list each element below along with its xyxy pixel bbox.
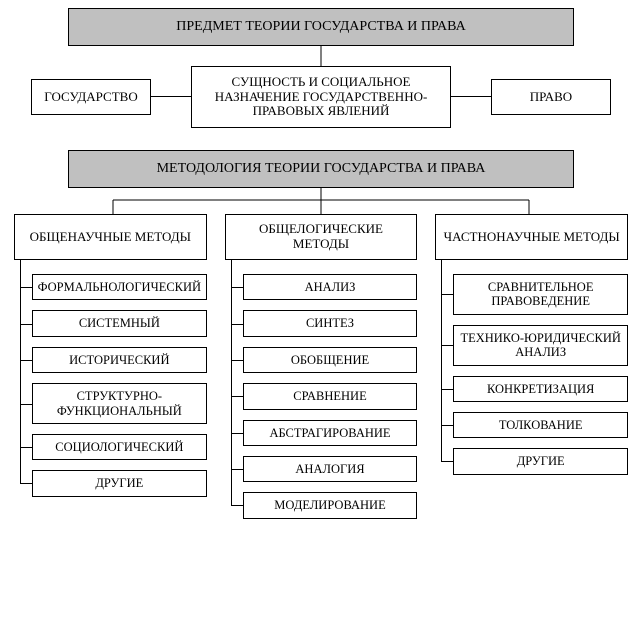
list-item: АБСТРАГИРОВАНИЕ bbox=[243, 420, 418, 446]
method-box: АБСТРАГИРОВАНИЕ bbox=[243, 420, 418, 446]
section-subject: ПРЕДМЕТ ТЕОРИИ ГОСУДАРСТВА И ПРАВА ГОСУД… bbox=[8, 8, 634, 128]
methodology-columns: ОБЩЕНАУЧНЫЕ МЕТОДЫ ФОРМАЛЬНОЛОГИЧЕСКИЙ С… bbox=[8, 214, 634, 529]
connector-h-right bbox=[451, 96, 491, 98]
list-item: АНАЛИЗ bbox=[243, 274, 418, 300]
subject-right-box: ПРАВО bbox=[491, 79, 611, 115]
method-box: ИСТОРИЧЕСКИЙ bbox=[32, 347, 207, 373]
method-box: СТРУКТУРНО-ФУНКЦИОНАЛЬНЫЙ bbox=[32, 383, 207, 424]
list-item: ДРУГИЕ bbox=[453, 448, 628, 474]
connector-methodology bbox=[8, 188, 634, 214]
column-head: ЧАСТНОНАУЧНЫЕ МЕТОДЫ bbox=[435, 214, 628, 260]
subject-left-box: ГОСУДАРСТВО bbox=[31, 79, 151, 115]
subject-row: ГОСУДАРСТВО СУЩНОСТЬ И СОЦИАЛЬНОЕ НАЗНАЧ… bbox=[8, 66, 634, 128]
method-box: ТЕХНИКО-ЮРИДИЧЕСКИЙ АНАЛИЗ bbox=[453, 325, 628, 366]
column-body: ФОРМАЛЬНОЛОГИЧЕСКИЙ СИСТЕМНЫЙ ИСТОРИЧЕСК… bbox=[14, 260, 207, 507]
method-box: ТОЛКОВАНИЕ bbox=[453, 412, 628, 438]
method-box: СИНТЕЗ bbox=[243, 310, 418, 336]
methodology-header: МЕТОДОЛОГИЯ ТЕОРИИ ГОСУДАРСТВА И ПРАВА bbox=[68, 150, 574, 188]
column-general-logical: ОБЩЕЛОГИЧЕСКИЕ МЕТОДЫ АНАЛИЗ СИНТЕЗ ОБОБ… bbox=[225, 214, 418, 529]
method-box: КОНКРЕТИЗАЦИЯ bbox=[453, 376, 628, 402]
list-item: СИСТЕМНЫЙ bbox=[32, 310, 207, 336]
list-item: АНАЛОГИЯ bbox=[243, 456, 418, 482]
column-general-scientific: ОБЩЕНАУЧНЫЕ МЕТОДЫ ФОРМАЛЬНОЛОГИЧЕСКИЙ С… bbox=[14, 214, 207, 529]
column-body: СРАВНИТЕЛЬНОЕ ПРАВОВЕДЕНИЕ ТЕХНИКО-ЮРИДИ… bbox=[435, 260, 628, 485]
list-item: СТРУКТУРНО-ФУНКЦИОНАЛЬНЫЙ bbox=[32, 383, 207, 424]
list-item: СОЦИОЛОГИЧЕСКИЙ bbox=[32, 434, 207, 460]
column-special-scientific: ЧАСТНОНАУЧНЫЕ МЕТОДЫ СРАВНИТЕЛЬНОЕ ПРАВО… bbox=[435, 214, 628, 529]
list-item: СИНТЕЗ bbox=[243, 310, 418, 336]
list-item: МОДЕЛИРОВАНИЕ bbox=[243, 492, 418, 518]
method-box: ФОРМАЛЬНОЛОГИЧЕСКИЙ bbox=[32, 274, 207, 300]
list-item: ДРУГИЕ bbox=[32, 470, 207, 496]
method-box: СРАВНЕНИЕ bbox=[243, 383, 418, 409]
method-box: ДРУГИЕ bbox=[453, 448, 628, 474]
subject-center-box: СУЩНОСТЬ И СОЦИАЛЬНОЕ НАЗНАЧЕНИЕ ГОСУДАР… bbox=[191, 66, 451, 128]
method-box: СИСТЕМНЫЙ bbox=[32, 310, 207, 336]
column-vline bbox=[441, 260, 442, 461]
section-methodology: МЕТОДОЛОГИЯ ТЕОРИИ ГОСУДАРСТВА И ПРАВА О… bbox=[8, 150, 634, 529]
column-body: АНАЛИЗ СИНТЕЗ ОБОБЩЕНИЕ СРАВНЕНИЕ АБСТРА… bbox=[225, 260, 418, 529]
connector-h-left bbox=[151, 96, 191, 98]
list-item: СРАВНЕНИЕ bbox=[243, 383, 418, 409]
method-box: АНАЛИЗ bbox=[243, 274, 418, 300]
method-box: АНАЛОГИЯ bbox=[243, 456, 418, 482]
method-box: ДРУГИЕ bbox=[32, 470, 207, 496]
list-item: ИСТОРИЧЕСКИЙ bbox=[32, 347, 207, 373]
list-item: КОНКРЕТИЗАЦИЯ bbox=[453, 376, 628, 402]
list-item: ФОРМАЛЬНОЛОГИЧЕСКИЙ bbox=[32, 274, 207, 300]
column-head: ОБЩЕНАУЧНЫЕ МЕТОДЫ bbox=[14, 214, 207, 260]
list-item: ОБОБЩЕНИЕ bbox=[243, 347, 418, 373]
column-vline bbox=[20, 260, 21, 483]
method-box: СРАВНИТЕЛЬНОЕ ПРАВОВЕДЕНИЕ bbox=[453, 274, 628, 315]
connector-subject bbox=[8, 46, 634, 66]
method-box: ОБОБЩЕНИЕ bbox=[243, 347, 418, 373]
method-box: СОЦИОЛОГИЧЕСКИЙ bbox=[32, 434, 207, 460]
list-item: СРАВНИТЕЛЬНОЕ ПРАВОВЕДЕНИЕ bbox=[453, 274, 628, 315]
list-item: ТЕХНИКО-ЮРИДИЧЕСКИЙ АНАЛИЗ bbox=[453, 325, 628, 366]
method-box: МОДЕЛИРОВАНИЕ bbox=[243, 492, 418, 518]
column-head: ОБЩЕЛОГИЧЕСКИЕ МЕТОДЫ bbox=[225, 214, 418, 260]
list-item: ТОЛКОВАНИЕ bbox=[453, 412, 628, 438]
subject-header: ПРЕДМЕТ ТЕОРИИ ГОСУДАРСТВА И ПРАВА bbox=[68, 8, 574, 46]
